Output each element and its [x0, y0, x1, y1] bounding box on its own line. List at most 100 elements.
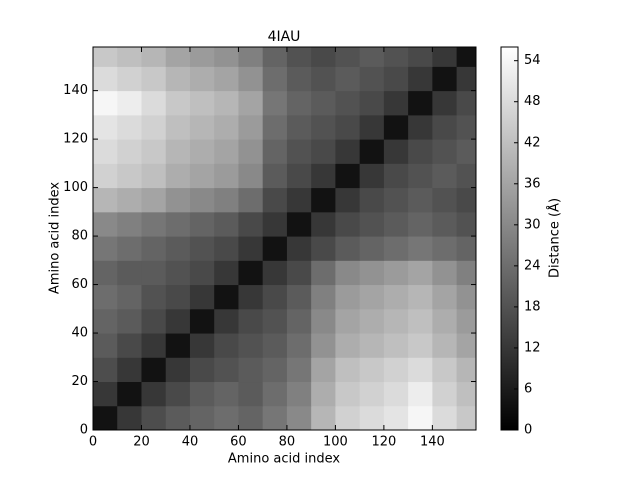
heatmap-cell	[93, 284, 118, 310]
heatmap-cell	[262, 211, 288, 237]
heatmap-cell	[165, 187, 191, 213]
heatmap-cell	[359, 47, 385, 67]
heatmap-cell	[335, 236, 361, 261]
heatmap-cell	[214, 47, 239, 67]
heatmap-cell	[117, 236, 142, 261]
heatmap-cell	[189, 405, 215, 431]
heatmap-cell	[311, 357, 336, 383]
plot-frame	[92, 46, 477, 431]
heatmap-cell	[311, 163, 336, 189]
heatmap-cell	[456, 381, 477, 407]
heatmap-cell	[262, 163, 288, 189]
heatmap-cell	[214, 308, 239, 334]
heatmap-cell	[408, 260, 433, 286]
heatmap-cell	[93, 47, 118, 67]
heatmap-cell	[238, 114, 264, 140]
heatmap-cell	[286, 163, 312, 189]
x-tick-label: 60	[230, 435, 247, 450]
heatmap-cell	[238, 66, 264, 92]
heatmap-cell	[432, 405, 458, 431]
heatmap-cell	[408, 381, 433, 407]
heatmap-cell	[456, 139, 477, 164]
heatmap-cell	[262, 187, 288, 213]
heatmap-cell	[286, 260, 312, 286]
heatmap-cell	[117, 260, 142, 286]
colorbar-tick-label: 36	[524, 176, 541, 191]
heatmap-cell	[456, 90, 477, 116]
heatmap-cell	[141, 357, 167, 383]
heatmap-cell	[93, 236, 118, 261]
heatmap-cell	[238, 163, 264, 189]
y-tick-label: 0	[80, 423, 88, 438]
heatmap-cell	[117, 284, 142, 310]
heatmap-cell	[335, 333, 361, 358]
heatmap-cell	[262, 308, 288, 334]
heatmap-cell	[335, 308, 361, 334]
heatmap-cell	[359, 381, 385, 407]
heatmap-cell	[408, 405, 433, 431]
heatmap-cell	[141, 90, 167, 116]
heatmap-cell	[189, 357, 215, 383]
heatmap-cell	[93, 211, 118, 237]
heatmap-cell	[432, 308, 458, 334]
heatmap-cell	[311, 236, 336, 261]
heatmap-cell	[262, 236, 288, 261]
colorbar-tick-label: 0	[524, 423, 532, 438]
heatmap-cell	[189, 187, 215, 213]
colorbar-tick-label: 48	[524, 94, 541, 109]
heatmap-cell	[456, 236, 477, 261]
heatmap-cell	[408, 163, 433, 189]
x-tick-label: 0	[89, 435, 97, 450]
heatmap-cell	[214, 114, 239, 140]
heatmap-cell	[359, 66, 385, 92]
heatmap-cell	[165, 381, 191, 407]
heatmap-cell	[383, 139, 409, 164]
heatmap-cell	[335, 187, 361, 213]
heatmap-cell	[383, 187, 409, 213]
heatmap-cell	[189, 114, 215, 140]
heatmap-cell	[165, 236, 191, 261]
heatmap-cell	[311, 260, 336, 286]
heatmap-cell	[408, 357, 433, 383]
heatmap-cell	[238, 308, 264, 334]
y-axis-label: Amino acid index	[48, 182, 63, 294]
x-axis-label: Amino acid index	[228, 452, 340, 467]
heatmap-cell	[214, 381, 239, 407]
heatmap-cell	[286, 357, 312, 383]
heatmap-cell	[214, 405, 239, 431]
heatmap-cell	[359, 260, 385, 286]
y-tick-label: 140	[63, 83, 88, 98]
heatmap-cell	[189, 260, 215, 286]
heatmap-cell	[383, 260, 409, 286]
x-tick-label: 140	[420, 435, 445, 450]
heatmap-cell	[432, 90, 458, 116]
heatmap-cell	[141, 381, 167, 407]
heatmap-cell	[262, 333, 288, 358]
heatmap-cell	[262, 90, 288, 116]
heatmap-cell	[262, 139, 288, 164]
heatmap-cell	[117, 114, 142, 140]
heatmap-cell	[408, 90, 433, 116]
heatmap-cell	[165, 90, 191, 116]
heatmap-cell	[214, 357, 239, 383]
heatmap-cell	[335, 163, 361, 189]
heatmap-cell	[189, 381, 215, 407]
heatmap-cell	[93, 114, 118, 140]
heatmap-cell	[93, 187, 118, 213]
heatmap-cell	[141, 211, 167, 237]
y-tick-label: 120	[63, 132, 88, 147]
heatmap-cell	[383, 284, 409, 310]
heatmap-cell	[383, 236, 409, 261]
heatmap-cell	[189, 211, 215, 237]
heatmap-cell	[93, 260, 118, 286]
heatmap-cell	[262, 114, 288, 140]
heatmap-cell	[214, 187, 239, 213]
heatmap-cell	[141, 405, 167, 431]
heatmap-cell	[286, 114, 312, 140]
heatmap-cell	[165, 260, 191, 286]
colorbar-tick-label: 30	[524, 217, 541, 232]
heatmap-cell	[117, 187, 142, 213]
x-tick-label: 40	[182, 435, 199, 450]
heatmap-cell	[311, 284, 336, 310]
